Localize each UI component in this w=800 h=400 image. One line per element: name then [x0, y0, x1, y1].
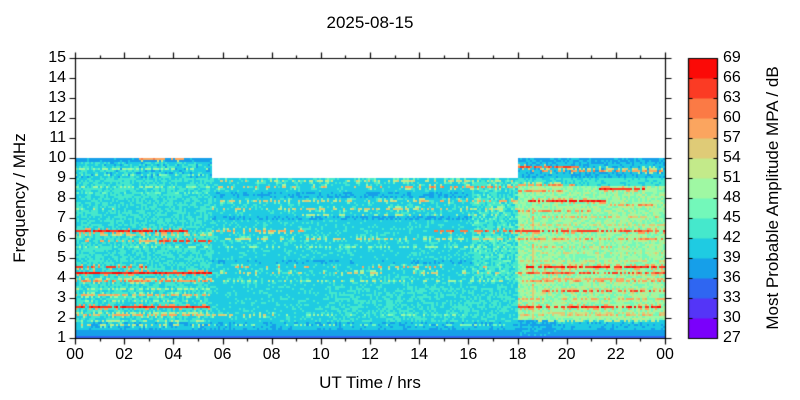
x-tick-label: 10 — [311, 346, 330, 363]
colorbar-tick-label: 60 — [723, 109, 741, 126]
y-tick-label: 6 — [57, 229, 66, 246]
y-tick-label: 14 — [48, 69, 66, 86]
colorbar-tick-label: 42 — [723, 229, 741, 246]
x-tick-label: 00 — [656, 346, 674, 363]
y-tick-label: 2 — [57, 309, 66, 326]
y-tick-label: 12 — [48, 109, 66, 126]
x-tick-label: 18 — [508, 346, 527, 363]
x-axis-label: UT Time / hrs — [319, 373, 421, 392]
colorbar-tick-label: 33 — [723, 289, 741, 306]
y-tick-label: 9 — [57, 169, 66, 186]
x-tick-label: 20 — [557, 346, 576, 363]
x-tick-label: 16 — [459, 346, 478, 363]
y-tick-label: 4 — [57, 269, 66, 286]
x-tick-label: 14 — [410, 346, 429, 363]
colorbar-tick-label: 48 — [723, 189, 741, 206]
y-tick-label: 7 — [57, 209, 66, 226]
y-tick-label: 3 — [57, 289, 66, 306]
x-tick-label: 06 — [213, 346, 232, 363]
x-tick-label: 12 — [361, 346, 379, 363]
x-tick-label: 04 — [164, 346, 183, 363]
colorbar-tick-label: 39 — [723, 249, 741, 266]
colorbar-tick-label: 36 — [723, 269, 741, 286]
x-tick-label: 08 — [262, 346, 281, 363]
y-tick-label: 5 — [57, 249, 66, 266]
colorbar-tick-label: 51 — [723, 169, 741, 186]
x-tick-label: 22 — [606, 346, 625, 363]
colorbar-tick-label: 54 — [723, 149, 741, 166]
y-tick-label: 13 — [48, 89, 66, 106]
y-tick-label: 1 — [57, 329, 66, 346]
y-tick-label: 8 — [57, 189, 66, 206]
x-tick-label: 00 — [66, 346, 84, 363]
y-tick-label: 15 — [48, 49, 66, 66]
y-tick-label: 11 — [49, 129, 66, 146]
colorbar-tick-label: 45 — [723, 209, 741, 226]
x-tick-label: 02 — [115, 346, 134, 363]
colorbar-tick-label: 30 — [723, 309, 741, 326]
colorbar-tick-label: 57 — [723, 129, 741, 146]
colorbar-label: Most Probable Amplitude MPA / dB — [763, 66, 782, 330]
colorbar-tick-label: 63 — [723, 89, 741, 106]
colorbar-tick-label: 69 — [723, 49, 741, 66]
colorbar-tick-label: 66 — [723, 69, 741, 86]
colorbar-tick-label: 27 — [723, 329, 741, 346]
chart-title: 2025-08-15 — [326, 13, 414, 32]
y-tick-label: 10 — [48, 149, 66, 166]
